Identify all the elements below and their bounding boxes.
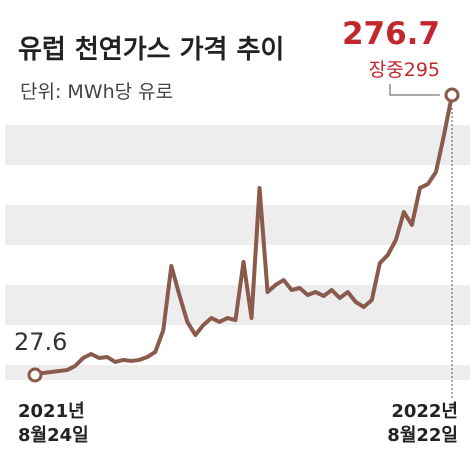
value-label: 276.7 <box>342 16 440 52</box>
leader-line <box>389 84 440 96</box>
chart-subtitle: 단위: MWh당 유로 <box>20 81 173 103</box>
band <box>5 365 470 380</box>
point-marker <box>444 87 460 103</box>
x-tick-label: 2022년 8월22일 <box>387 401 458 446</box>
point-marker <box>27 367 43 383</box>
band <box>5 125 470 165</box>
band <box>5 205 470 245</box>
annotation: 장중295 <box>369 59 440 81</box>
chart-title: 유럽 천연가스 가격 추이 <box>18 35 284 65</box>
value-label: 27.6 <box>14 328 67 356</box>
line <box>34 94 454 377</box>
x-tick-label: 2021년 8월24일 <box>18 401 89 446</box>
